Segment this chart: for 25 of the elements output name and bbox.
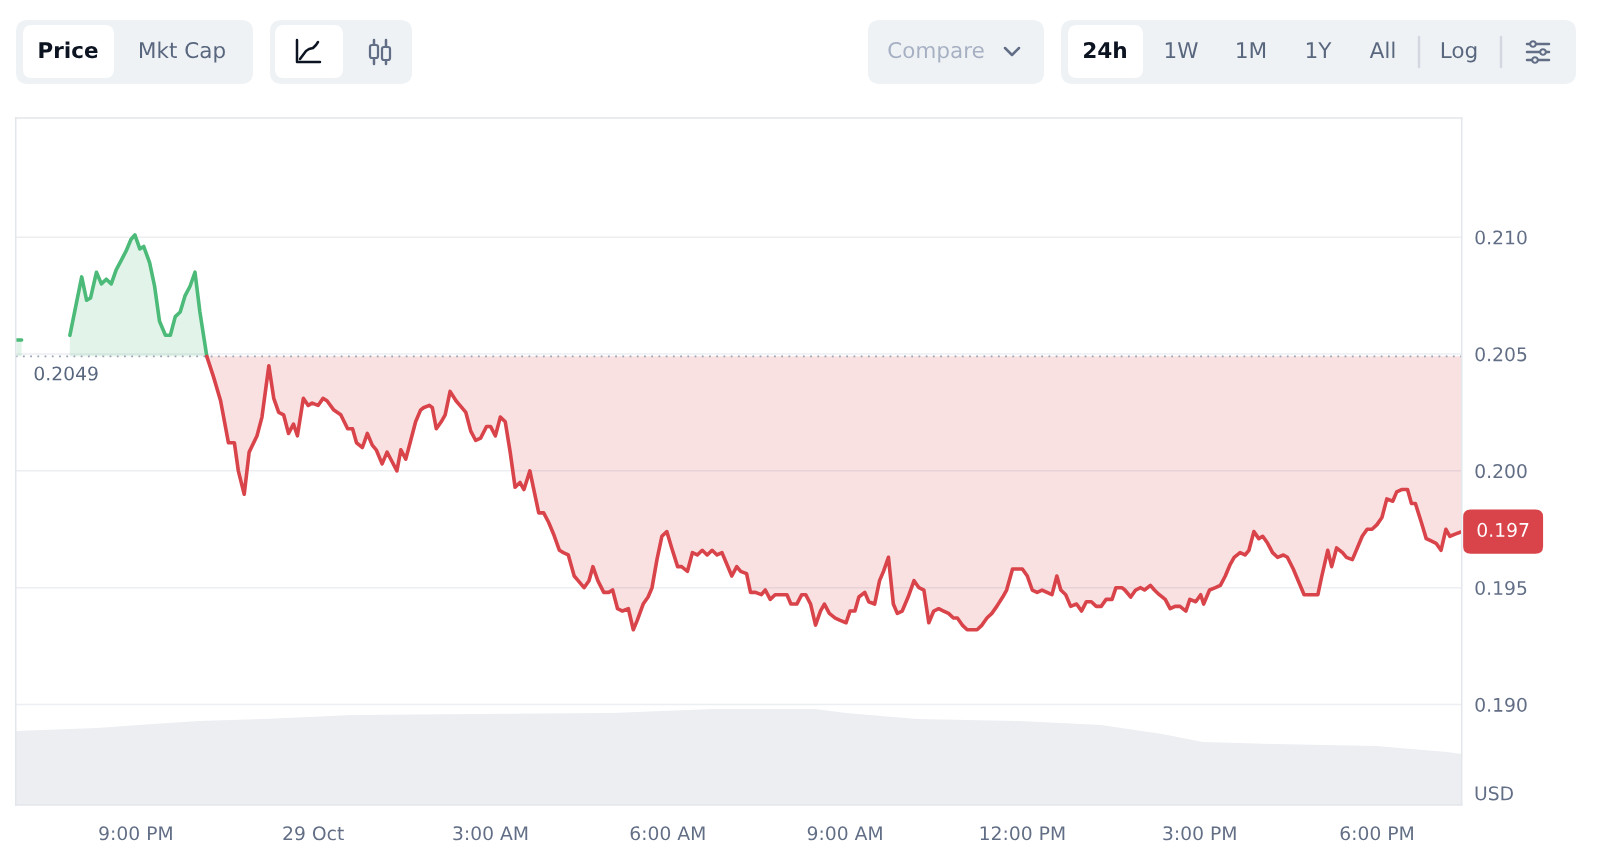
x-tick-label: 3:00 PM — [1163, 826, 1236, 841]
text: Log — [1441, 42, 1477, 63]
text: 1Y — [1306, 42, 1332, 58]
text: 1M — [1237, 42, 1266, 58]
text: 1W — [1165, 42, 1198, 58]
text: All — [1369, 41, 1395, 58]
annotation: 0.197 — [1477, 522, 1529, 538]
x-tick-label: 9:00 PM — [99, 826, 172, 841]
y-tick-label: 0.190 — [1475, 697, 1527, 712]
text: Price — [39, 41, 98, 59]
y-axis-title: USD — [1475, 786, 1513, 801]
y-tick-label: 0.205 — [1475, 347, 1527, 362]
x-tick-label: 9:00 AM — [807, 826, 882, 841]
x-tick-label: 12:00 PM — [980, 826, 1065, 841]
text: 24h — [1084, 41, 1126, 58]
text: Compare — [888, 41, 984, 63]
x-tick-label: 3:00 AM — [453, 826, 528, 841]
x-tick-label: 6:00 PM — [1340, 826, 1413, 841]
x-tick-label: 6:00 AM — [630, 826, 705, 841]
text: Mkt Cap — [140, 41, 225, 63]
ref-line-label: 0.2049 — [34, 366, 98, 381]
y-tick-label: 0.210 — [1475, 230, 1527, 245]
y-tick-label: 0.200 — [1475, 464, 1527, 479]
x-tick-label: 29 Oct — [283, 826, 344, 841]
y-tick-label: 0.195 — [1475, 580, 1527, 596]
